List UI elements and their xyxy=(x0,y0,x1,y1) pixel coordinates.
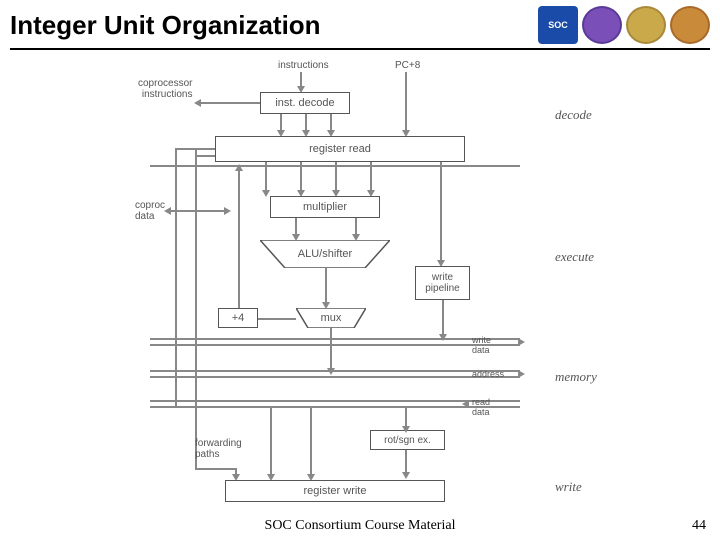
bus-left-mid-top xyxy=(195,155,215,157)
line-rd-rot xyxy=(405,406,407,428)
line-alu-mux xyxy=(325,268,327,304)
stage-bar-3 xyxy=(150,370,520,372)
arrow-coproc-instr xyxy=(194,99,201,107)
logo-row: SOC xyxy=(538,6,710,44)
arrow-mux-addr xyxy=(327,368,335,375)
line-plus4-up xyxy=(238,170,240,308)
gold-seal-1-logo xyxy=(626,6,666,44)
arrow-write-data xyxy=(518,338,525,346)
stage-label-decode: decode xyxy=(555,108,592,122)
arrow-plus4-up xyxy=(235,164,243,171)
stage-bar-2 xyxy=(150,338,520,340)
page-title: Integer Unit Organization xyxy=(10,10,538,41)
arrow-address xyxy=(518,370,525,378)
block-inst-decode: inst. decode xyxy=(260,92,350,114)
arrow-rot-rw xyxy=(402,472,410,479)
arrow-rd-rot xyxy=(402,426,410,433)
line-mux-addr xyxy=(330,328,332,370)
label-coproc-data: coproc data xyxy=(135,200,165,222)
label-read-data: read data xyxy=(472,398,490,418)
label-address: address xyxy=(472,370,504,380)
stage-label-memory: memory xyxy=(555,370,597,384)
block-mux: mux xyxy=(296,308,366,328)
label-instructions: instructions xyxy=(278,60,329,71)
page-number: 44 xyxy=(692,518,706,534)
stage-label-execute: execute xyxy=(555,250,594,264)
arrow-rr-m-1 xyxy=(262,190,270,197)
soc-consortium-logo: SOC xyxy=(538,6,578,44)
line-fwd-1 xyxy=(270,406,272,476)
stage-bar-2b xyxy=(150,344,520,346)
label-write-data: write data xyxy=(472,336,491,356)
stage-label-write: write xyxy=(555,480,582,494)
bus-left-mid xyxy=(195,148,197,468)
line-leftbus-rw xyxy=(195,468,235,470)
line-rr-m-4 xyxy=(370,162,372,192)
header-rule xyxy=(10,48,710,50)
arrow-wp-wd xyxy=(439,334,447,341)
line-wp-wd xyxy=(442,300,444,336)
line-rr-wp xyxy=(440,162,442,262)
block-alu-shifter: ALU/shifter xyxy=(260,240,390,268)
arrow-coproc-data-l xyxy=(164,207,171,215)
footer-text: SOC Consortium Course Material xyxy=(0,518,720,534)
line-rot-rw xyxy=(405,450,407,474)
line-rr-m-1 xyxy=(265,162,267,192)
bus-left-outer-top xyxy=(175,148,215,150)
line-rr-m-3 xyxy=(335,162,337,192)
alu-shifter-label: ALU/shifter xyxy=(298,248,352,260)
line-coproc-instr xyxy=(200,102,260,104)
line-coproc-data xyxy=(170,210,225,212)
block-rot-sgn: rot/sgn ex. xyxy=(370,430,445,450)
block-write-pipeline: write pipeline xyxy=(415,266,470,300)
mux-label: mux xyxy=(321,312,342,324)
arrow-read-data xyxy=(462,400,469,408)
line-pc8-in xyxy=(405,72,407,132)
block-multiplier: multiplier xyxy=(270,196,380,218)
stage-bar-3b xyxy=(150,376,520,378)
line-fwd-2 xyxy=(310,406,312,476)
label-pc8: PC+8 xyxy=(395,60,420,71)
gold-seal-2-logo xyxy=(670,6,710,44)
block-plus4: +4 xyxy=(218,308,258,328)
line-plus4-mux xyxy=(258,318,296,320)
arrow-coproc-data-r xyxy=(224,207,231,215)
bus-left-outer xyxy=(175,148,177,408)
block-diagram: decode execute memory write instructions… xyxy=(0,60,720,510)
line-rr-m-2 xyxy=(300,162,302,192)
label-coproc-instr: coprocessor instructions xyxy=(138,78,192,100)
block-register-read: register read xyxy=(215,136,465,162)
label-forwarding: forwarding paths xyxy=(195,438,242,460)
block-register-write: register write xyxy=(225,480,445,502)
purple-seal-logo xyxy=(582,6,622,44)
